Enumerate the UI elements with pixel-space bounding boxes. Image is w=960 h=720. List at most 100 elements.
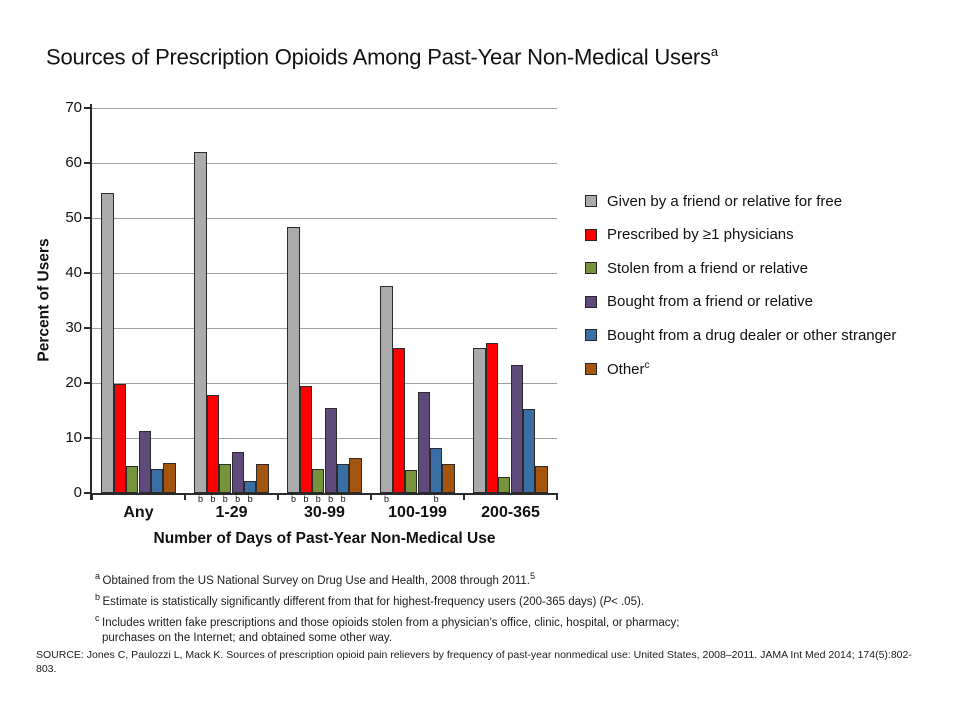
footnote-text: Includes written fake prescriptions and … [102, 616, 680, 645]
bar-30-99-series-3 [324, 407, 337, 493]
y-tick-mark-20 [84, 382, 91, 384]
x-axis-separator-tick [277, 493, 279, 500]
bar-200-365-series-3 [510, 365, 523, 493]
source-citation: SOURCE: Jones C, Paulozzi L, Mack K. Sou… [36, 649, 912, 675]
footnote-marker: c [95, 612, 103, 623]
bar-1-29-series-0 [194, 152, 207, 493]
bar-Any-series-4 [150, 469, 164, 493]
footnote-c: c Includes written fake prescriptions an… [95, 610, 707, 647]
bar-200-365-series-0 [473, 348, 486, 493]
legend-swatch-icon [585, 195, 597, 207]
y-tick-mark-50 [84, 217, 91, 219]
y-tick-mark-0 [84, 492, 91, 494]
y-tick-label-50: 50 [65, 209, 82, 226]
footnote-marker: a [95, 571, 103, 581]
significance-marker: b [433, 494, 439, 504]
plot-area [90, 104, 557, 500]
significance-marker: b [340, 494, 346, 504]
bar-100-199-series-5 [442, 464, 455, 493]
legend-swatch-icon [585, 362, 597, 375]
legend-label: Otherc [607, 359, 650, 378]
significance-marker: b [383, 494, 389, 504]
footnote-text: 5 [529, 571, 535, 581]
gridline-60 [92, 162, 557, 164]
bar-Any-series-5 [163, 463, 176, 493]
x-axis-separator-tick [463, 493, 465, 500]
legend-label: Stolen from a friend or relative [607, 259, 808, 277]
bar-30-99-series-0 [287, 227, 300, 493]
x-tick-label-Any: Any [123, 504, 154, 521]
y-tick-label-60: 60 [65, 154, 82, 171]
legend-swatch-icon [585, 228, 597, 241]
gridline-40 [92, 272, 557, 274]
legend-label: Bought from a friend or relative [607, 293, 813, 310]
significance-marker: b [303, 494, 309, 504]
bar-Any-series-1 [113, 384, 127, 493]
significance-marker: b [222, 494, 228, 504]
gridline-50 [92, 217, 557, 219]
bar-30-99-series-4 [336, 463, 350, 493]
bar-Any-series-0 [101, 193, 114, 493]
y-tick-label-0: 0 [73, 484, 82, 501]
footnote-marker: b [95, 591, 103, 602]
bar-1-29-series-3 [231, 451, 244, 493]
significance-marker: b [197, 494, 203, 504]
x-axis-separator-tick [370, 493, 372, 500]
legend-item-0: Given by a friend or relative for free [585, 192, 842, 210]
footnote-text: Estimate is statistically significantly … [102, 595, 604, 608]
y-tick-mark-60 [84, 162, 91, 164]
bar-1-29-series-2 [219, 464, 232, 493]
bar-100-199-series-4 [429, 447, 443, 493]
y-tick-label-40: 40 [65, 264, 82, 281]
legend-item-4: Bought from a drug dealer or other stran… [585, 326, 896, 344]
legend-label: Given by a friend or relative for free [607, 192, 843, 210]
bar-1-29-series-5 [256, 463, 269, 493]
bar-200-365-series-2 [498, 477, 511, 493]
bar-1-29-series-4 [243, 480, 257, 493]
bar-100-199-series-0 [380, 286, 393, 493]
x-tick-label-100-199: 100-199 [388, 504, 447, 521]
legend-label: Bought from a drug dealer or other stran… [607, 326, 897, 344]
significance-marker: b [328, 494, 334, 504]
bar-30-99-series-2 [312, 468, 325, 493]
bar-100-199-series-3 [417, 392, 430, 493]
y-tick-mark-70 [84, 107, 91, 109]
x-axis-separator-tick [556, 493, 558, 500]
x-axis-separator-tick [91, 493, 93, 500]
footnotes: a Obtained from the US National Survey o… [95, 568, 707, 646]
footnote-text: Obtained from the US National Survey on … [102, 574, 530, 587]
gridline-30 [92, 327, 557, 329]
bar-1-29-series-1 [206, 395, 220, 493]
bar-200-365-series-1 [485, 342, 499, 493]
significance-marker: b [235, 494, 241, 504]
legend-swatch-icon [585, 295, 597, 308]
chart-title: Sources of Prescription Opioids Among Pa… [46, 44, 718, 70]
bar-Any-series-2 [126, 466, 139, 493]
significance-marker: b [315, 494, 321, 504]
gridline-70 [92, 107, 557, 109]
chart-title-footnote-marker: a [710, 44, 718, 59]
y-tick-mark-10 [84, 437, 91, 439]
significance-marker: b [210, 494, 216, 504]
y-tick-label-70: 70 [65, 99, 82, 116]
y-tick-label-10: 10 [65, 429, 82, 446]
gridline-20 [92, 382, 557, 384]
bar-100-199-series-1 [392, 347, 406, 493]
bar-200-365-series-5 [535, 465, 548, 493]
legend-swatch-icon [585, 329, 597, 341]
chart-title-text: Sources of Prescription Opioids Among Pa… [46, 44, 711, 70]
footnote-b: b Estimate is statistically significantl… [95, 589, 707, 610]
legend-item-2: Stolen from a friend or relative [585, 259, 808, 277]
bar-30-99-series-1 [299, 385, 313, 493]
footnote-text: P [603, 595, 612, 608]
significance-marker: b [247, 494, 253, 504]
footnote-text: < .05). [611, 595, 645, 608]
bar-100-199-series-2 [405, 470, 418, 493]
y-tick-mark-30 [84, 327, 91, 329]
y-tick-label-30: 30 [65, 319, 82, 336]
x-tick-label-1-29: 1-29 [215, 504, 248, 521]
x-axis-separator-tick [184, 493, 186, 500]
bar-200-365-series-4 [522, 409, 536, 493]
bar-Any-series-3 [138, 431, 151, 493]
